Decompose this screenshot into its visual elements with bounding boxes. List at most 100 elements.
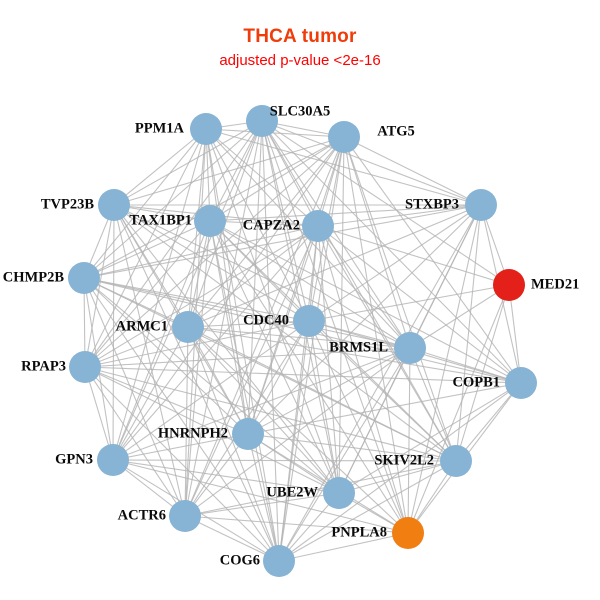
graph-edge [278,460,457,562]
graph-node-label-atg5: ATG5 [377,123,415,139]
graph-edge [261,120,340,494]
graph-edge [261,120,510,286]
graph-edge [205,128,411,349]
graph-node-label-hnrnph2: HNRNPH2 [158,425,228,441]
graph-edge [209,220,409,534]
graph-edge [308,204,482,322]
graph-node-label-armc1: ARMC1 [116,318,168,334]
graph-edge [247,433,457,462]
node-layer [68,105,537,577]
graph-node-rpap3[interactable] [69,351,101,383]
graph-node-armc1[interactable] [172,311,204,343]
graph-node-label-ube2w: UBE2W [266,484,318,500]
graph-edge [261,120,522,384]
graph-node-slc30a5[interactable] [246,105,278,137]
graph-edge [187,326,522,384]
page-title: THCA tumor [243,26,357,47]
graph-node-actr6[interactable] [169,500,201,532]
graph-edge [308,284,510,322]
graph-node-label-capza2: CAPZA2 [243,217,300,233]
graph-edge [113,128,207,206]
graph-node-hnrnph2[interactable] [232,418,264,450]
graph-edge [455,284,510,462]
graph-edge [205,128,319,227]
graph-node-label-ppm1a: PPM1A [135,120,185,136]
graph-edge [83,277,186,517]
graph-edge [247,204,482,435]
graph-node-brms1l[interactable] [394,332,426,364]
graph-edge [407,347,411,534]
graph-edge [278,347,411,562]
graph-edge [84,366,280,562]
graph-node-pnpla8[interactable] [392,517,424,549]
graph-edge [338,347,411,494]
graph-node-ube2w[interactable] [323,477,355,509]
graph-edge [187,225,319,328]
graph-edge [184,515,409,534]
graph-node-ppm1a[interactable] [190,113,222,145]
graph-node-copb1[interactable] [505,367,537,399]
graph-edge [84,320,310,368]
graph-edge [455,204,482,462]
graph-node-chmp2b[interactable] [68,262,100,294]
graph-node-label-cdc40: CDC40 [243,312,289,328]
graph-edge [84,366,186,517]
graph-edge [187,326,280,562]
graph-node-skiv2l2[interactable] [440,445,472,477]
graph-edge [84,326,189,368]
graph-node-atg5[interactable] [328,121,360,153]
graph-node-capza2[interactable] [302,210,334,242]
graph-edge [113,204,411,349]
graph-edge [112,459,409,534]
graph-node-tax1bp1[interactable] [194,205,226,237]
edge-layer [83,120,522,562]
graph-edge [209,136,345,222]
graph-edge [261,120,409,534]
graph-edge [83,277,310,322]
graph-node-stxbp3[interactable] [465,189,497,221]
graph-edge [343,136,457,462]
graph-edge [343,136,482,206]
graph-edge [84,220,211,368]
graph-edge [338,460,457,494]
graph-node-label-skiv2l2: SKIV2L2 [374,452,434,468]
graph-edge [113,204,310,322]
graph-node-gpn3[interactable] [97,444,129,476]
graph-node-label-actr6: ACTR6 [118,507,166,523]
graph-edge [261,120,411,349]
graph-node-label-med21: MED21 [531,276,579,292]
graph-node-label-stxbp3: STXBP3 [405,196,459,212]
graph-edge [184,492,340,517]
graph-node-tvp23b[interactable] [98,189,130,221]
graph-node-cog6[interactable] [263,545,295,577]
graph-node-med21[interactable] [493,269,525,301]
graph-edge [113,120,263,206]
graph-edge [409,347,522,384]
graph-edge [317,225,411,349]
graph-edge [205,128,340,494]
graph-edge [343,136,409,534]
graph-edge [83,277,411,349]
graph-edge [184,136,345,517]
graph-edge [409,347,457,462]
graph-edge [83,128,207,279]
graph-edge [343,136,411,349]
graph-node-cdc40[interactable] [293,305,325,337]
graph-edge [83,204,482,279]
graph-edge [209,220,280,562]
graph-node-label-brms1l: BRMS1L [329,339,388,355]
graph-edge [84,366,340,494]
graph-edge [247,320,310,435]
graph-edge [83,277,249,435]
graph-edge [317,225,409,534]
graph-edge [205,128,345,138]
graph-edge [209,220,522,384]
graph-edge [84,225,319,368]
page-subtitle: adjusted p-value <2e-16 [219,52,381,69]
graph-edge [187,320,310,328]
graph-edge [83,277,340,494]
graph-node-label-rpap3: RPAP3 [21,358,66,374]
graph-edge [112,459,457,462]
